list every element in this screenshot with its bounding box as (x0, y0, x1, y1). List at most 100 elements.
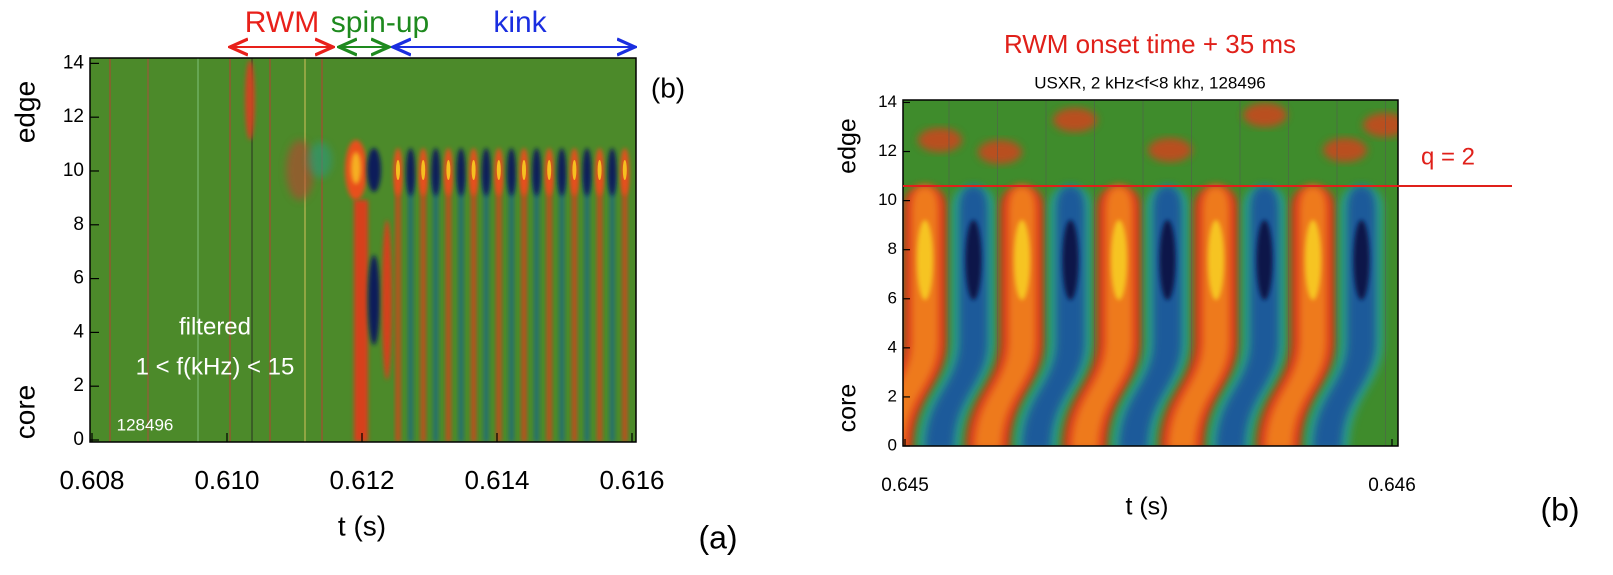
caption: (b) (1540, 491, 1579, 527)
contour-blob (506, 148, 516, 196)
contour-stripe (433, 175, 439, 442)
y-tick-label: 4 (73, 321, 84, 342)
y-tick-label: 2 (73, 375, 84, 396)
contour-blob (1363, 113, 1398, 137)
x-tick-label: 0.610 (194, 465, 259, 495)
y-tick-label: 6 (73, 268, 84, 289)
x-axis-label: t (s) (1125, 493, 1168, 521)
chart-subtitle: USXR, 2 kHz<f<8 khz, 128496 (1034, 73, 1266, 92)
contour-blob (547, 160, 552, 180)
contour-blob (1053, 108, 1097, 132)
x-tick-label: 0.612 (329, 465, 394, 495)
plot-frame (902, 99, 1399, 447)
contour-blob (522, 160, 526, 180)
contour-blob (406, 148, 416, 196)
contour-core (1305, 220, 1321, 300)
y-axis-label: edge (9, 81, 40, 143)
annotation: filtered (179, 313, 251, 340)
contour-core (1159, 220, 1176, 300)
contour-stripe (496, 175, 502, 442)
contour-blob (396, 160, 400, 180)
contour-core (1256, 220, 1273, 300)
y-axis-label: core (9, 385, 40, 439)
y-tick-label: 0 (73, 429, 84, 450)
y-tick-label: 14 (878, 92, 897, 111)
contour-core (1208, 220, 1224, 300)
contour-stripe (534, 175, 540, 442)
contour-stripe (609, 175, 615, 442)
y-tick-label: 10 (878, 190, 897, 209)
contour-blob (421, 160, 426, 180)
contour-blob (572, 160, 577, 180)
contour-core (1353, 220, 1370, 300)
y-axis-label: edge (834, 118, 862, 174)
contour-blob (496, 160, 501, 180)
contour-blob (286, 140, 314, 200)
x-axis-label: t (s) (338, 510, 386, 541)
y-tick-label: 12 (878, 141, 897, 160)
y-tick-label: 0 (888, 435, 897, 454)
contour-core (917, 220, 933, 300)
contour-field (903, 100, 1398, 446)
y-tick-label: 14 (63, 52, 85, 73)
contour-blob (1243, 103, 1287, 127)
contour-blob (532, 148, 542, 196)
y-tick-label: 8 (73, 214, 84, 235)
shot-number: 128496 (117, 415, 174, 434)
contour-stripe (571, 175, 577, 442)
contour-blob (446, 160, 451, 180)
annotation: q = 2 (1421, 143, 1475, 170)
contour-core (1062, 220, 1079, 300)
axes: 0 2 4 6 8 10 12 14 0.645 0.646 (878, 92, 1416, 496)
contour-stripe (445, 175, 451, 442)
contour-stripe (597, 175, 603, 442)
y-axis-label: core (834, 384, 862, 433)
contour-blob (607, 148, 617, 196)
contour-stripe (420, 175, 426, 442)
contour-blob (431, 148, 441, 196)
contour-stripe (508, 175, 514, 442)
plot-frame (89, 57, 637, 443)
contour-core (965, 220, 982, 300)
contour-stripe (458, 175, 464, 442)
phase-label: spin-up (331, 6, 429, 39)
contour-blob (1323, 138, 1367, 162)
x-tick-label: 0.614 (464, 465, 529, 495)
contour-blob (582, 148, 592, 196)
y-tick-label: 4 (888, 337, 897, 356)
contour-blob (351, 152, 361, 184)
chart-title: RWM onset time + 35 ms (1004, 29, 1296, 59)
contour-blob (382, 220, 392, 380)
y-tick-label: 2 (888, 386, 897, 405)
contour-stripe (408, 175, 414, 442)
contour-blob (354, 200, 368, 442)
y-tick-label: 6 (888, 288, 897, 307)
contour-stripe (584, 175, 590, 442)
axes: 0 2 4 6 8 10 12 14 0.608 0.610 0.612 0.614 0.616 (59, 52, 664, 494)
contour-blob (245, 60, 255, 140)
panel-label: (b) (651, 72, 685, 103)
contour-blob (367, 148, 381, 192)
contour-blob (978, 140, 1022, 164)
x-tick-label: 0.646 (1368, 475, 1416, 496)
phase-label: kink (493, 6, 547, 39)
y-tick-label: 10 (63, 160, 84, 181)
x-tick-label: 0.608 (59, 465, 124, 495)
contour-core (1111, 220, 1127, 300)
contour-blob (368, 255, 380, 345)
contour-blob (471, 160, 476, 180)
y-tick-label: 8 (888, 239, 897, 258)
contour-blob (456, 148, 466, 196)
phase-label: RWM (245, 6, 319, 39)
contour-stripe (395, 175, 401, 442)
contour-core (1014, 220, 1030, 300)
contour-stripe (483, 175, 489, 442)
caption: (a) (698, 519, 737, 555)
contour-stripe (622, 175, 628, 442)
annotation: 1 < f(kHz) < 15 (136, 353, 295, 380)
contour-field (109, 58, 630, 442)
contour-stripe (521, 175, 527, 442)
contour-blob (308, 142, 332, 178)
